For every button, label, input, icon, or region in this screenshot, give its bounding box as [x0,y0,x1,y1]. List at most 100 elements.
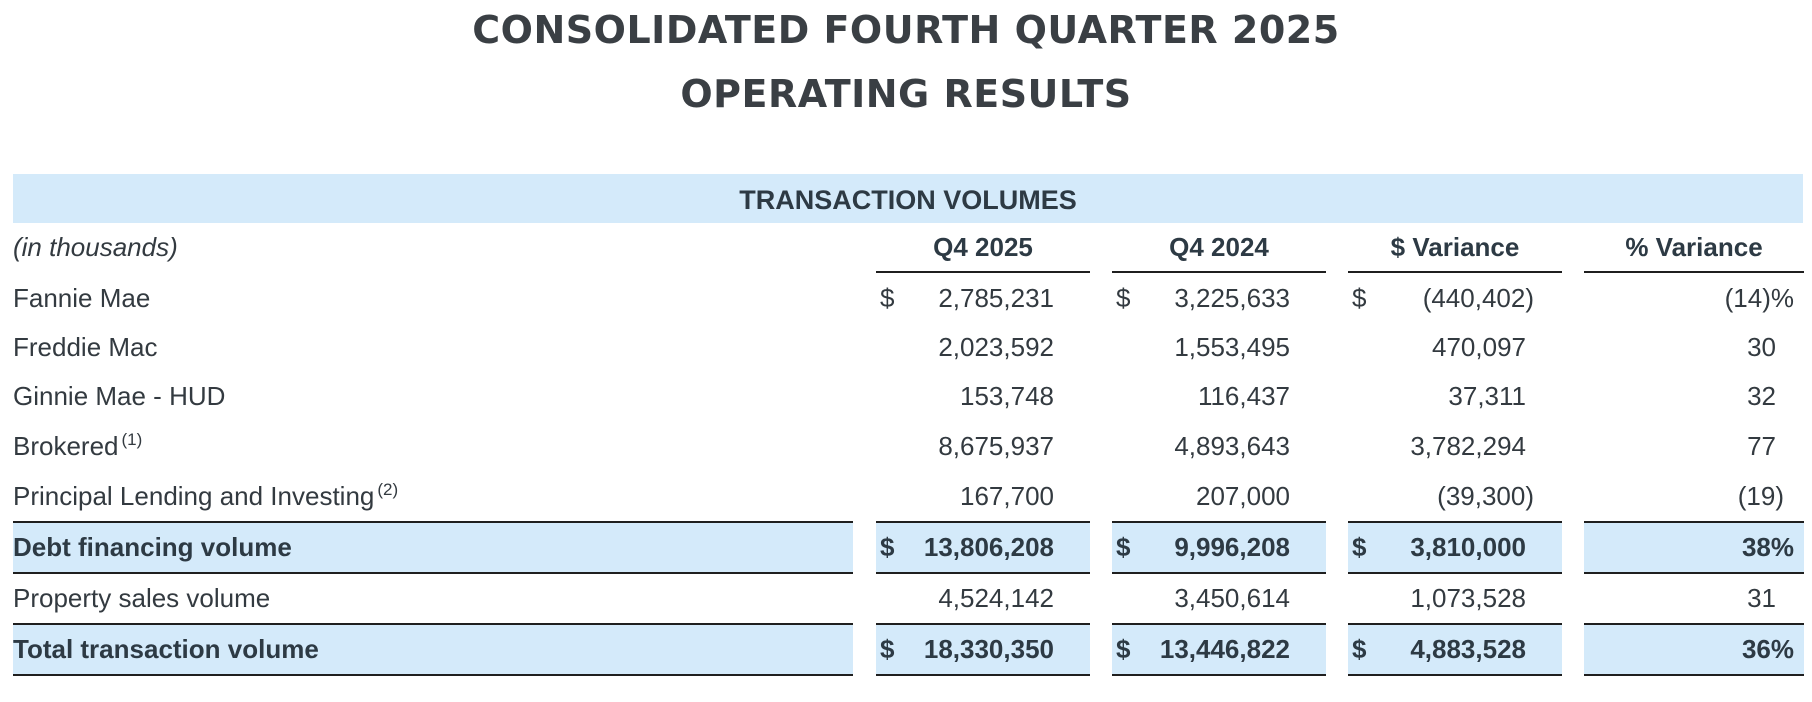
q4-2024-value: 3,225,633 [1174,283,1290,313]
header-underline [876,271,1090,273]
currency-symbol: $ [880,283,895,313]
section-title: TRANSACTION VOLUMES [739,185,1077,215]
row-label: Debt financing volume [13,532,292,562]
row-divider [1112,623,1326,625]
subtotal-highlight [13,523,853,572]
q4-2025-value: 2,785,231 [938,283,1054,313]
pct-variance-value: 31 [1747,583,1776,613]
report-title: CONSOLIDATED FOURTH QUARTER 2025 [472,8,1340,52]
subtotal-highlight [1584,523,1804,572]
footnote-marker: (1) [121,430,143,449]
row-divider [1584,674,1804,676]
dollar-variance-value: 3,782,294 [1410,431,1526,461]
q4-2024-value: 13,446,822 [1159,634,1290,664]
table-row: Brokered (1) 8,675,937 4,893,643 3,782,29… [0,422,1812,471]
col-header-q4-2024: Q4 2024 [1169,232,1269,262]
pct-variance-value: 30 [1747,332,1776,362]
subtotal-highlight [876,523,1090,572]
pct-variance-value: (19) [1737,481,1784,511]
col-header-dollar-variance: $ Variance [1390,232,1520,262]
q4-2025-value: 2,023,592 [938,332,1054,362]
q4-2024-value: 4,893,643 [1174,431,1290,461]
table-row: Fannie Mae $ 2,785,231 $ 3,225,633 $ (44… [0,274,1812,323]
pct-variance-value: 77 [1747,431,1776,461]
dollar-variance-value: 37,311 [1448,381,1526,411]
subtotal-row: Debt financing volume $ 13,806,208 $ 9,9… [0,523,1812,572]
header-underline [1348,271,1562,273]
row-label: Property sales volume [13,583,271,613]
row-divider [876,674,1090,676]
row-divider [876,572,1090,574]
row-divider [13,674,853,676]
subtotal-highlight [1112,523,1326,572]
table-row: Ginnie Mae - HUD 153,748 116,437 37,311 … [0,372,1812,421]
row-divider [13,572,853,574]
q4-2024-value: 207,000 [1196,481,1290,511]
q4-2024-value: 9,996,208 [1174,532,1290,562]
row-label: Fannie Mae [13,283,151,313]
table-row: Freddie Mac 2,023,592 1,553,495 470,097 … [0,323,1812,372]
currency-symbol: $ [1116,634,1131,664]
header-underline [1584,271,1804,273]
pct-variance-value: 36% [1741,634,1794,664]
units-label: (in thousands) [13,232,178,262]
total-highlight [1348,625,1562,674]
row-label: Total transaction volume [13,634,319,664]
row-label: Freddie Mac [13,332,158,362]
q4-2025-value: 4,524,142 [938,583,1054,613]
row-divider [13,521,853,523]
row-label-container: Principal Lending and Investing (2) [13,472,398,524]
row-label: Ginnie Mae - HUD [13,381,226,411]
q4-2025-value: 13,806,208 [923,532,1054,562]
column-header-row: (in thousands) Q4 2025 Q4 2024 $ Varianc… [0,223,1812,272]
table-row: Principal Lending and Investing (2) 167,7… [0,472,1812,521]
report-subtitle: OPERATING RESULTS [680,72,1132,116]
row-divider [1584,521,1804,523]
row-divider [1112,521,1326,523]
subtotal-highlight [1348,523,1562,572]
currency-symbol: $ [880,532,895,562]
total-highlight [1584,625,1804,674]
row-divider [1348,674,1562,676]
currency-symbol: $ [1352,283,1367,313]
dollar-variance-value: 470,097 [1432,332,1526,362]
currency-symbol: $ [1352,532,1367,562]
row-divider [876,623,1090,625]
q4-2025-value: 153,748 [960,381,1054,411]
row-divider [1348,572,1562,574]
total-highlight [876,625,1090,674]
pct-variance-value: (14)% [1724,283,1794,313]
row-divider [1584,623,1804,625]
q4-2024-value: 1,553,495 [1174,332,1290,362]
dollar-variance-value: 1,073,528 [1410,583,1526,613]
q4-2024-value: 116,437 [1197,381,1290,411]
currency-symbol: $ [1116,283,1131,313]
q4-2025-value: 167,700 [960,481,1054,511]
q4-2024-value: 3,450,614 [1174,583,1290,613]
row-divider [1584,572,1804,574]
total-highlight [13,625,853,674]
row-label: Principal Lending and Investing [13,481,375,511]
row-divider [13,623,853,625]
row-divider [1348,623,1562,625]
currency-symbol: $ [880,634,895,664]
row-label: Brokered [13,431,119,461]
dollar-variance-value: 3,810,000 [1410,532,1526,562]
q4-2025-value: 18,330,350 [923,634,1054,664]
pct-variance-value: 38% [1741,532,1794,562]
q4-2025-value: 8,675,937 [938,431,1054,461]
row-divider [1348,521,1562,523]
pct-variance-value: 32 [1747,381,1776,411]
row-divider [1112,572,1326,574]
dollar-variance-value: 4,883,528 [1410,634,1526,664]
col-header-pct-variance: % Variance [1625,232,1763,262]
table-row: Property sales volume 4,524,142 3,450,61… [0,574,1812,623]
section-header: TRANSACTION VOLUMES [13,174,1803,223]
dollar-variance-value: (39,300) [1437,481,1534,511]
col-header-q4-2025: Q4 2025 [933,232,1033,262]
currency-symbol: $ [1116,532,1131,562]
footnote-marker: (2) [377,480,399,499]
total-highlight [1112,625,1326,674]
header-underline [1112,271,1326,273]
currency-symbol: $ [1352,634,1367,664]
